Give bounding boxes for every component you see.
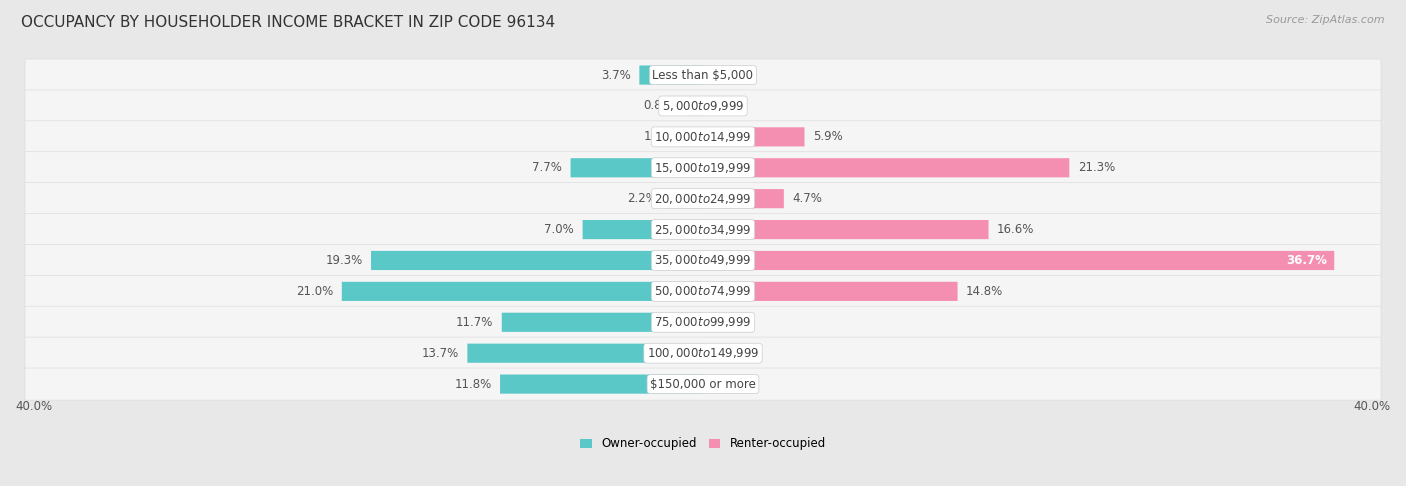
Text: 19.3%: 19.3% <box>325 254 363 267</box>
Text: $5,000 to $9,999: $5,000 to $9,999 <box>662 99 744 113</box>
FancyBboxPatch shape <box>25 213 1381 245</box>
FancyBboxPatch shape <box>25 337 1381 369</box>
FancyBboxPatch shape <box>25 368 1381 400</box>
FancyBboxPatch shape <box>342 282 703 301</box>
Text: $150,000 or more: $150,000 or more <box>650 378 756 391</box>
Text: OCCUPANCY BY HOUSEHOLDER INCOME BRACKET IN ZIP CODE 96134: OCCUPANCY BY HOUSEHOLDER INCOME BRACKET … <box>21 15 555 30</box>
Text: 0.83%: 0.83% <box>643 100 681 112</box>
Text: 14.8%: 14.8% <box>966 285 1004 298</box>
Text: 11.7%: 11.7% <box>456 316 494 329</box>
FancyBboxPatch shape <box>25 306 1381 338</box>
Text: 11.8%: 11.8% <box>454 378 492 391</box>
Text: 0.0%: 0.0% <box>711 378 741 391</box>
Text: $20,000 to $24,999: $20,000 to $24,999 <box>654 191 752 206</box>
FancyBboxPatch shape <box>640 66 703 85</box>
FancyBboxPatch shape <box>571 158 703 177</box>
Text: 40.0%: 40.0% <box>15 400 52 413</box>
FancyBboxPatch shape <box>25 59 1381 91</box>
Text: 7.7%: 7.7% <box>531 161 562 174</box>
Text: 1.2%: 1.2% <box>644 130 673 143</box>
FancyBboxPatch shape <box>703 127 804 146</box>
FancyBboxPatch shape <box>703 220 988 239</box>
FancyBboxPatch shape <box>689 96 703 116</box>
FancyBboxPatch shape <box>703 189 783 208</box>
Text: $50,000 to $74,999: $50,000 to $74,999 <box>654 284 752 298</box>
Text: 4.7%: 4.7% <box>793 192 823 205</box>
FancyBboxPatch shape <box>665 189 703 208</box>
FancyBboxPatch shape <box>502 312 703 332</box>
FancyBboxPatch shape <box>25 183 1381 215</box>
Text: 0.0%: 0.0% <box>711 100 741 112</box>
FancyBboxPatch shape <box>25 275 1381 308</box>
Text: 0.0%: 0.0% <box>711 347 741 360</box>
FancyBboxPatch shape <box>501 375 703 394</box>
FancyBboxPatch shape <box>25 121 1381 153</box>
Text: Source: ZipAtlas.com: Source: ZipAtlas.com <box>1267 15 1385 25</box>
Text: $100,000 to $149,999: $100,000 to $149,999 <box>647 346 759 360</box>
Text: 3.7%: 3.7% <box>600 69 631 82</box>
Text: 0.0%: 0.0% <box>711 69 741 82</box>
Text: 36.7%: 36.7% <box>1286 254 1327 267</box>
Text: $75,000 to $99,999: $75,000 to $99,999 <box>654 315 752 330</box>
FancyBboxPatch shape <box>25 90 1381 122</box>
FancyBboxPatch shape <box>703 158 1070 177</box>
Text: $10,000 to $14,999: $10,000 to $14,999 <box>654 130 752 144</box>
Text: 2.2%: 2.2% <box>627 192 657 205</box>
FancyBboxPatch shape <box>682 127 703 146</box>
FancyBboxPatch shape <box>703 251 1334 270</box>
Text: $25,000 to $34,999: $25,000 to $34,999 <box>654 223 752 237</box>
Text: 13.7%: 13.7% <box>422 347 458 360</box>
Text: 21.3%: 21.3% <box>1078 161 1115 174</box>
Text: 5.9%: 5.9% <box>813 130 842 143</box>
FancyBboxPatch shape <box>371 251 703 270</box>
Text: 40.0%: 40.0% <box>1354 400 1391 413</box>
Text: 21.0%: 21.0% <box>295 285 333 298</box>
FancyBboxPatch shape <box>25 244 1381 277</box>
Legend: Owner-occupied, Renter-occupied: Owner-occupied, Renter-occupied <box>579 437 827 451</box>
FancyBboxPatch shape <box>703 282 957 301</box>
FancyBboxPatch shape <box>467 344 703 363</box>
FancyBboxPatch shape <box>582 220 703 239</box>
Text: Less than $5,000: Less than $5,000 <box>652 69 754 82</box>
Text: 7.0%: 7.0% <box>544 223 574 236</box>
Text: $15,000 to $19,999: $15,000 to $19,999 <box>654 161 752 175</box>
Text: $35,000 to $49,999: $35,000 to $49,999 <box>654 254 752 267</box>
Text: 16.6%: 16.6% <box>997 223 1035 236</box>
FancyBboxPatch shape <box>25 152 1381 184</box>
Text: 0.0%: 0.0% <box>711 316 741 329</box>
